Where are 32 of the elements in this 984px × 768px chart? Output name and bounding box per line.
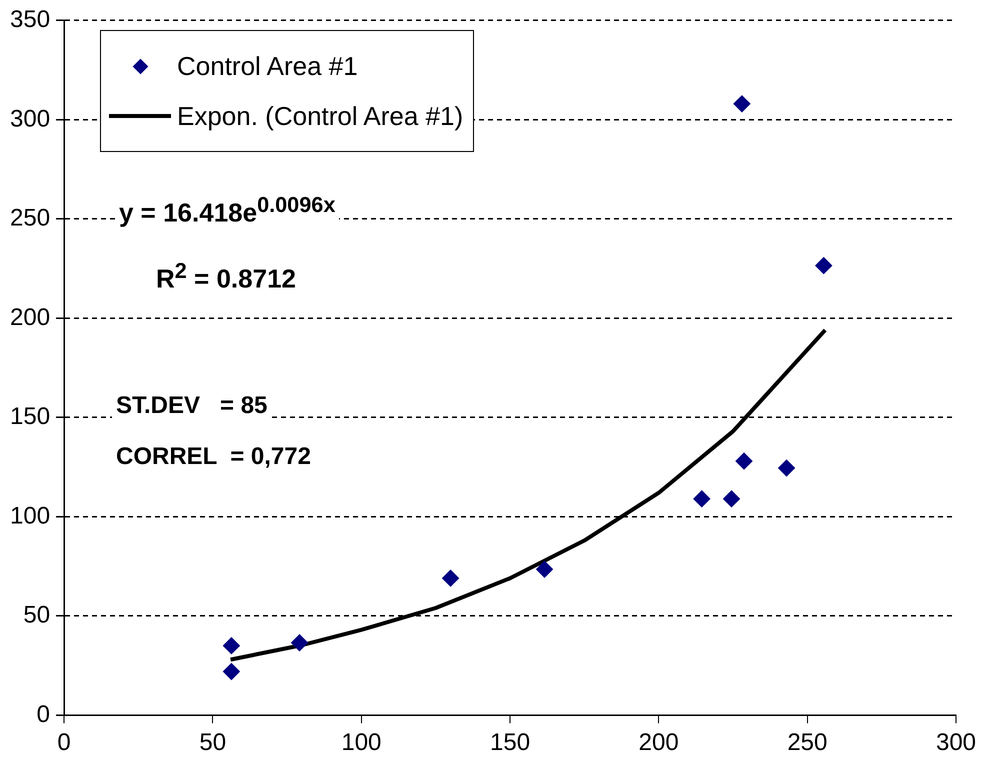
annotation: R$^{2}$ = 0.8712 (152, 258, 300, 295)
y-tick-label: 250 (10, 204, 50, 232)
y-tick-label: 0 (36, 700, 50, 728)
x-tick-label: 100 (341, 729, 382, 756)
point (222, 637, 240, 654)
point (723, 490, 740, 508)
point (222, 663, 240, 680)
annotation: CORREL = 0,772 (112, 443, 315, 472)
point (442, 570, 460, 587)
point (536, 560, 554, 578)
y-tick-label: 150 (10, 403, 50, 430)
y-tick-label: 300 (10, 105, 50, 132)
legend-label: Control Area #1 (177, 50, 358, 82)
x-tick-label: 200 (638, 729, 679, 756)
point (291, 634, 308, 652)
x-tick-label: 0 (57, 729, 71, 756)
x-tick-label: 300 (936, 729, 976, 756)
annotation: ST.DEV = 85 (112, 392, 272, 421)
point (733, 95, 750, 112)
y-tick-label: 50 (23, 602, 50, 629)
annotation: y = 16.418e$^{0.0096x}$ (115, 192, 340, 229)
legend-label: Expon. (Control Area #1) (177, 100, 464, 132)
point (693, 490, 710, 508)
point (736, 452, 753, 470)
point (778, 460, 796, 477)
x-tick-label: 50 (199, 729, 226, 756)
y-tick-label: 100 (10, 502, 50, 530)
point (815, 257, 832, 274)
y-tick-label: 200 (10, 304, 50, 331)
x-tick-label: 250 (787, 729, 828, 756)
x-tick-label: 150 (490, 729, 530, 756)
y-tick-label: 350 (10, 6, 50, 34)
